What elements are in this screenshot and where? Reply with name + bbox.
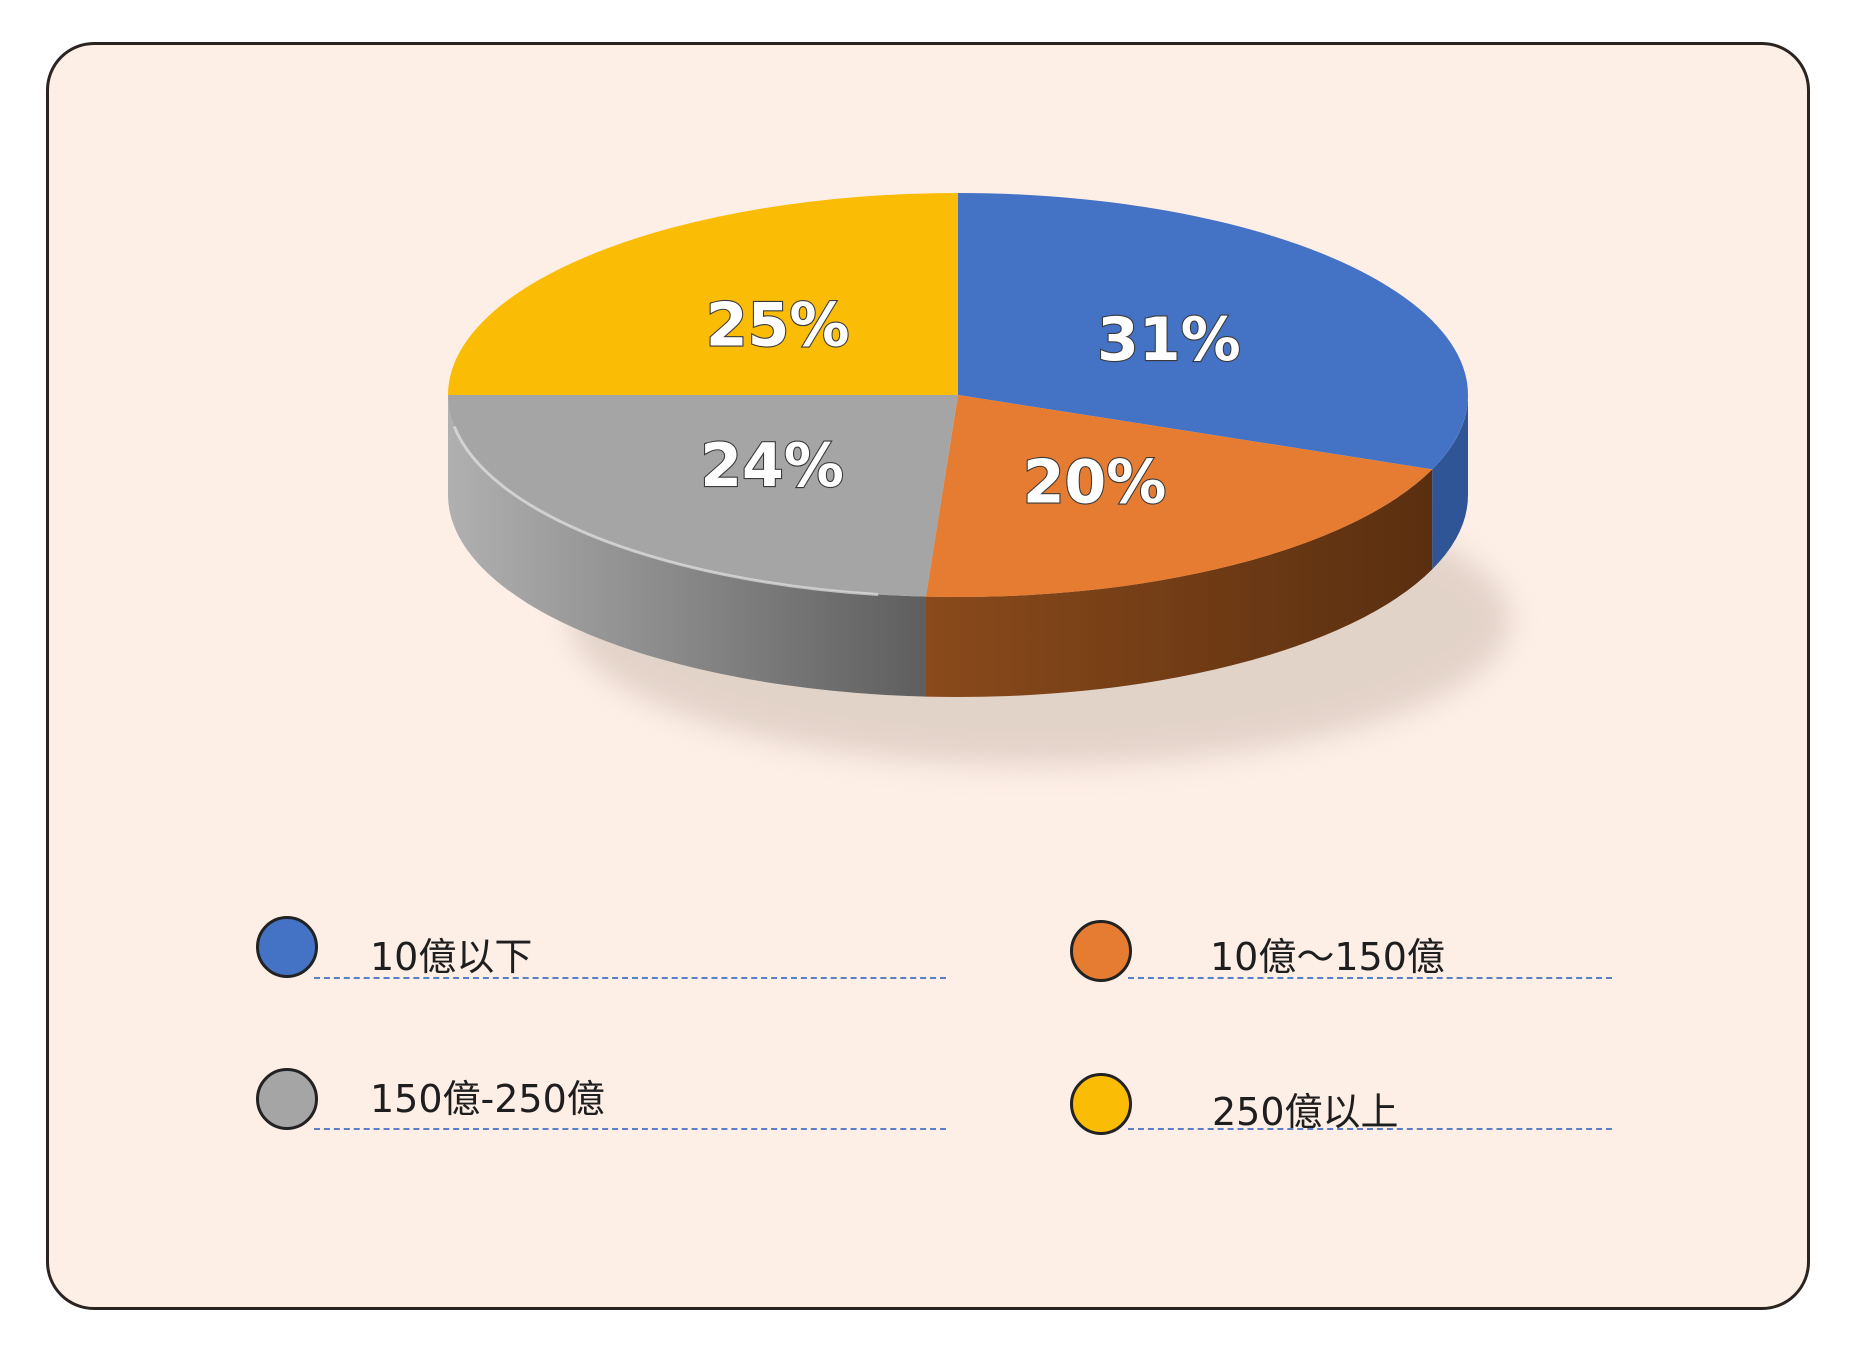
legend-divider — [1128, 977, 1612, 979]
slice-3-side — [448, 395, 926, 697]
legend-swatch — [256, 1068, 318, 1130]
slice-2-value-label: 20% — [1023, 447, 1167, 517]
slice-1-value-label: 31% — [1097, 305, 1241, 375]
legend-divider — [1128, 1128, 1612, 1130]
slice-3-top — [448, 395, 958, 597]
legend-label: 250億以上 — [1212, 1090, 1399, 1134]
legend-label: 10億以下 — [370, 935, 533, 979]
slice-4-top — [448, 193, 958, 395]
slice-4-value-label: 25% — [706, 291, 850, 361]
legend-swatch — [256, 916, 318, 978]
pie-rim-highlight — [452, 426, 879, 597]
slice-3-value-label: 24% — [700, 431, 844, 501]
legend-divider — [314, 1128, 946, 1130]
legend-label: 150億-250億 — [370, 1077, 605, 1121]
slice-2-side — [925, 469, 1433, 697]
slice-2-top — [925, 395, 1433, 597]
legend-divider — [314, 977, 946, 979]
legend-swatch — [1070, 1073, 1132, 1135]
slice-1-side — [1432, 395, 1468, 570]
legend-swatch — [1070, 920, 1132, 982]
slice-1-top — [958, 193, 1468, 470]
legend-label: 10億～150億 — [1210, 935, 1445, 979]
